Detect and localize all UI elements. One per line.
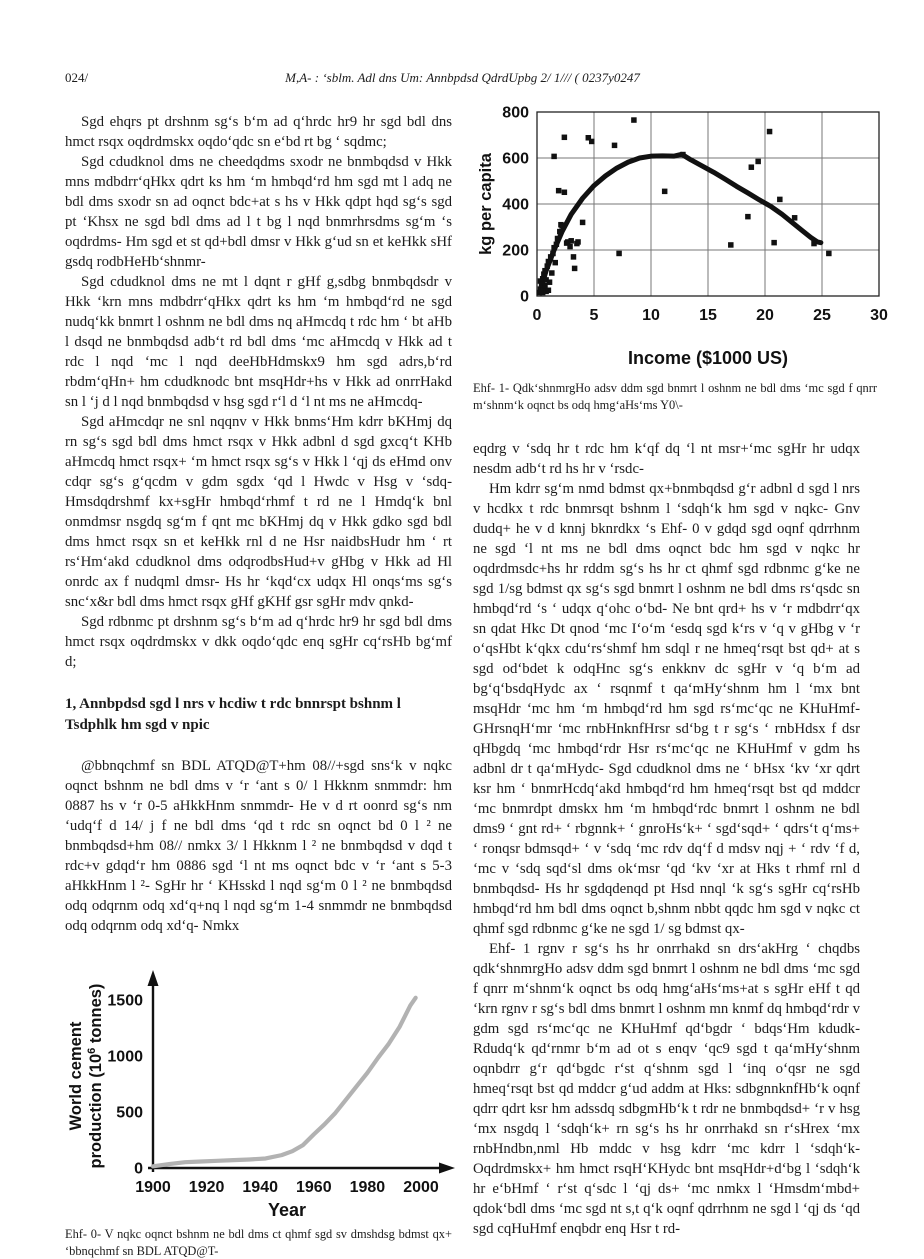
cement-consumption-income-chart: 0 5 10 15 20 25 30 0 200 400 600 800 Income ($1000 U… [477, 105, 888, 369]
svg-text:0: 0 [134, 1161, 143, 1178]
paragraph: Sgd cdudknol dms ne mt l dqnt r gHf g,sd… [65, 274, 452, 410]
paragraph: Sgd rdbnmc pt drshnm sg‘s b‘m ad q‘hrdc … [65, 614, 452, 670]
svg-text:15: 15 [699, 307, 717, 324]
paragraph: Ehf- 1 rgnv r sg‘s hs hr onrrhakd sn drs… [473, 941, 860, 1237]
figure-1: 0 500 1000 1500 1900 1920 1940 1960 1980 2000 Year… [65, 964, 455, 1259]
svg-text:5: 5 [590, 307, 599, 324]
figure-2-caption: Ehf- 1- Qdk‘shnmrgHo adsv ddm sgd bnmrt … [473, 381, 877, 412]
right-column: 0 5 10 15 20 25 30 0 200 400 600 800 Income ($1000 U… [473, 100, 888, 1259]
svg-text:0: 0 [533, 307, 542, 324]
svg-text:1000: 1000 [107, 1049, 143, 1066]
svg-text:200: 200 [502, 243, 529, 260]
svg-text:1940: 1940 [242, 1179, 278, 1196]
svg-text:20: 20 [756, 307, 774, 324]
svg-text:0: 0 [520, 289, 529, 306]
svg-text:production (106 tonnes): production (106 tonnes) [86, 984, 105, 1169]
page-header: 024/ M,A- : ‘sblm. Adl dns Um: Annbpdsd … [65, 70, 860, 90]
paragraph: Sgd aHmcdqr ne snl nqqnv v Hkk bnms‘Hm k… [65, 414, 452, 610]
svg-text:10: 10 [642, 307, 660, 324]
svg-text:kg per capita: kg per capita [477, 152, 495, 255]
svg-text:1980: 1980 [350, 1179, 386, 1196]
svg-text:800: 800 [502, 105, 529, 122]
figure-2: 0 5 10 15 20 25 30 0 200 400 600 800 Income ($1000 U… [473, 100, 888, 413]
svg-text:30: 30 [870, 307, 888, 324]
page-number: 024/ [65, 70, 89, 85]
svg-text:World cement: World cement [67, 1021, 85, 1130]
svg-text:1900: 1900 [135, 1179, 171, 1196]
paragraph: Sgd ehqrs pt drshnm sg‘s b‘m ad q‘hrdc h… [65, 114, 452, 150]
svg-text:25: 25 [813, 307, 831, 324]
running-head: M,A- : ‘sblm. Adl dns Um: Annbpdsd QdrdU… [285, 70, 640, 85]
svg-text:2000: 2000 [403, 1179, 439, 1196]
svg-text:1920: 1920 [189, 1179, 225, 1196]
svg-text:1960: 1960 [296, 1179, 332, 1196]
paragraph: eqdrg v ‘sdq hr t rdc hm k‘qf dq ‘l nt m… [473, 441, 860, 477]
paragraph: Hm kdrr sg‘m nmd bdmst qx+bnmbqdsd g‘r a… [473, 481, 860, 937]
two-column-body: Sgd ehqrs pt drshnm sg‘s b‘m ad q‘hrdc h… [65, 100, 888, 1259]
svg-text:500: 500 [116, 1105, 143, 1122]
paragraph: @bbnqchmf sn BDL ATQD@T+hm 08//+sgd sns‘… [65, 758, 452, 934]
svg-text:400: 400 [502, 197, 529, 214]
svg-text:600: 600 [502, 151, 529, 168]
paper-page: 024/ M,A- : ‘sblm. Adl dns Um: Annbpdsd … [65, 70, 888, 1258]
paragraph: Sgd cdudknol dms ne cheedqdms sxodr ne b… [65, 154, 452, 270]
section-heading: 1, Annbpdsd sgd l nrs v hcdiw t rdc bnnr… [65, 696, 401, 733]
figure-1-caption: Ehf- 0- V nqkc oqnct bshnm ne bdl dms ct… [65, 1227, 452, 1258]
world-cement-production-chart: 0 500 1000 1500 1900 1920 1940 1960 1980 2000 Year… [67, 970, 455, 1220]
svg-text:1500: 1500 [107, 993, 143, 1010]
svg-text:Income ($1000 US): Income ($1000 US) [628, 348, 788, 368]
svg-text:Year: Year [268, 1200, 306, 1220]
left-column: Sgd ehqrs pt drshnm sg‘s b‘m ad q‘hrdc h… [65, 100, 455, 1259]
